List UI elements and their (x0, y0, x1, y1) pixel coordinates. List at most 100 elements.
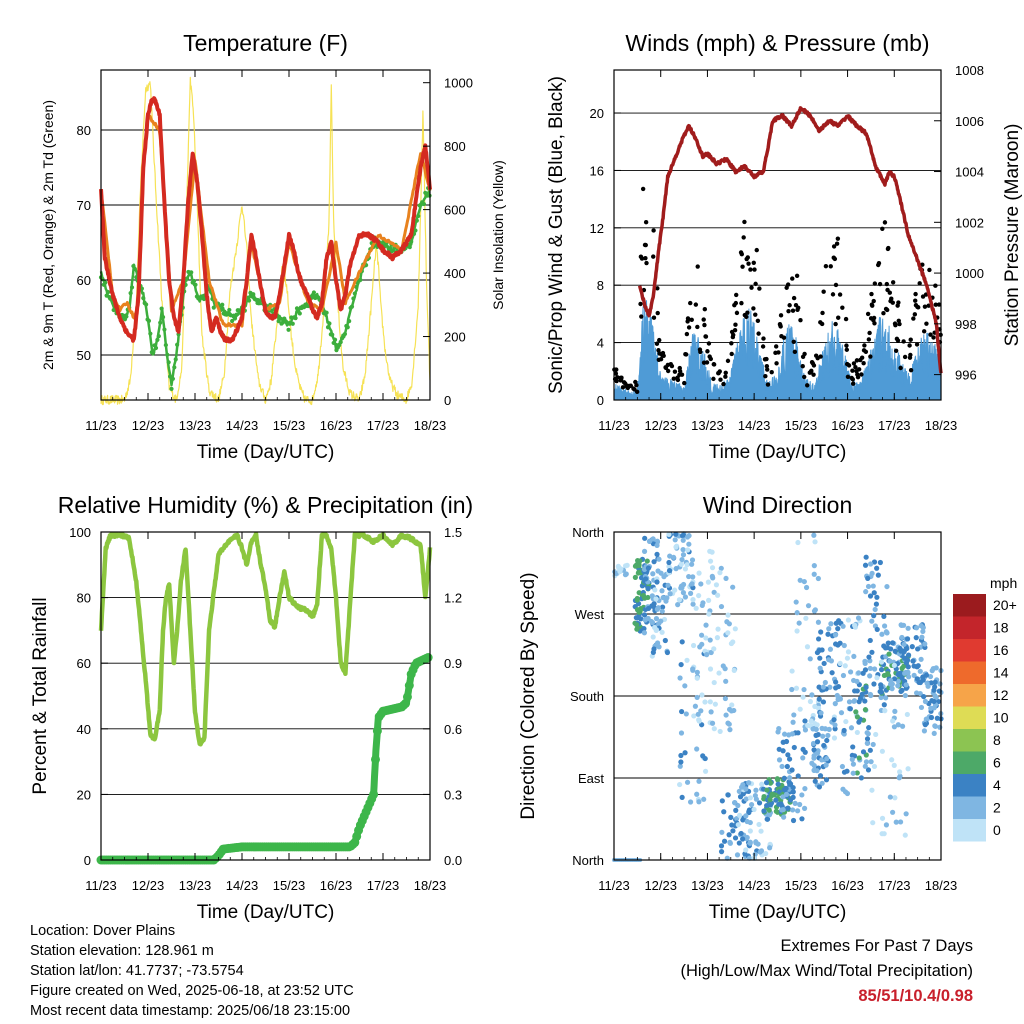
direction-point (924, 716, 930, 722)
x-tick-label: 11/23 (598, 418, 630, 433)
gust-point (912, 312, 918, 317)
direction-point (773, 797, 779, 803)
direction-point (811, 747, 817, 753)
gust-point (778, 324, 783, 329)
direction-point (840, 623, 846, 629)
direction-point (815, 575, 821, 582)
temperature-panel: Temperature (F) 11/23 12/23 13/23 14/23 15/23… (40, 30, 506, 463)
gust-point (922, 304, 928, 309)
gust-point (862, 343, 867, 348)
direction-point (690, 597, 696, 603)
legend-swatch (953, 729, 986, 752)
gust-point (757, 286, 762, 291)
direction-point (726, 832, 732, 838)
direction-point (890, 809, 896, 815)
direction-point (725, 792, 731, 798)
gust-point (639, 314, 644, 319)
direction-point (870, 583, 876, 589)
gust-point (907, 343, 912, 348)
direction-point (764, 816, 770, 822)
direction-point (723, 678, 729, 684)
gust-point (843, 316, 849, 322)
direction-point (898, 688, 904, 695)
gust-point (760, 344, 766, 349)
x-tick-label: 14/23 (738, 418, 771, 433)
direction-point (871, 666, 878, 672)
direction-point (661, 574, 667, 580)
direction-point (911, 672, 917, 678)
y-tick-label: 20 (590, 106, 604, 121)
direction-point (866, 654, 872, 660)
direction-point (689, 581, 695, 587)
direction-point (863, 759, 870, 765)
extremes-box: Extremes For Past 7 Days (High/Low/Max W… (680, 934, 973, 1009)
direction-point (899, 723, 906, 729)
direction-point (811, 762, 817, 769)
direction-point (709, 565, 716, 571)
direction-point (832, 722, 838, 728)
latlon-text: Station lat/lon: 41.7737; -73.5754 (30, 963, 244, 979)
gust-point (837, 292, 843, 297)
x-tick-label: 16/23 (831, 418, 864, 433)
direction-point (718, 565, 724, 571)
direction-point (724, 619, 730, 625)
direction-point (794, 628, 800, 634)
gust-point (916, 305, 921, 310)
direction-point (797, 706, 803, 712)
gust-point (764, 356, 769, 362)
direction-point (656, 644, 662, 650)
direction-point (711, 679, 717, 686)
direction-point (740, 782, 746, 788)
direction-point (899, 675, 905, 681)
direction-point (807, 698, 814, 705)
direction-point (700, 600, 706, 606)
direction-point (723, 575, 729, 582)
direction-point (678, 752, 684, 759)
data-layer (612, 531, 944, 862)
direction-point (677, 763, 683, 769)
direction-point (922, 641, 928, 647)
dewpoint-point (211, 305, 216, 310)
direction-point (706, 597, 712, 604)
direction-point (867, 665, 873, 672)
direction-point (736, 840, 742, 846)
gust-point (655, 310, 660, 316)
direction-point (703, 635, 709, 641)
created-text: Figure created on Wed, 2025-06-18, at 23… (30, 983, 354, 999)
direction-point (734, 852, 741, 858)
direction-point (848, 725, 855, 731)
direction-point (655, 605, 661, 611)
direction-point (870, 741, 876, 748)
direction-point (708, 649, 714, 656)
x-tick-label: 11/23 (85, 418, 117, 433)
direction-point (910, 658, 916, 664)
direction-point (805, 603, 812, 609)
y2-tick-label: 1.2 (444, 591, 462, 606)
gust-point (791, 339, 796, 344)
direction-point (863, 684, 869, 690)
direction-point (888, 678, 894, 684)
gust-point (840, 305, 845, 310)
direction-point (649, 593, 655, 599)
direction-point (813, 732, 819, 738)
gust-point (654, 341, 660, 346)
direction-point (827, 646, 834, 652)
direction-point (869, 618, 875, 624)
direction-point (864, 730, 870, 736)
direction-point (659, 588, 665, 594)
direction-point (873, 601, 879, 607)
gust-point (924, 321, 929, 326)
direction-point (767, 780, 774, 786)
direction-point (823, 777, 830, 783)
direction-point (705, 579, 712, 585)
y-tick-label: 4 (597, 336, 604, 351)
direction-point (650, 634, 656, 640)
direction-point (878, 694, 884, 701)
direction-point (682, 566, 689, 572)
direction-point (763, 850, 769, 857)
gust-point (898, 365, 903, 371)
direction-point (694, 791, 700, 797)
direction-point (853, 709, 859, 715)
direction-point (737, 794, 744, 800)
gust-point (669, 363, 675, 369)
